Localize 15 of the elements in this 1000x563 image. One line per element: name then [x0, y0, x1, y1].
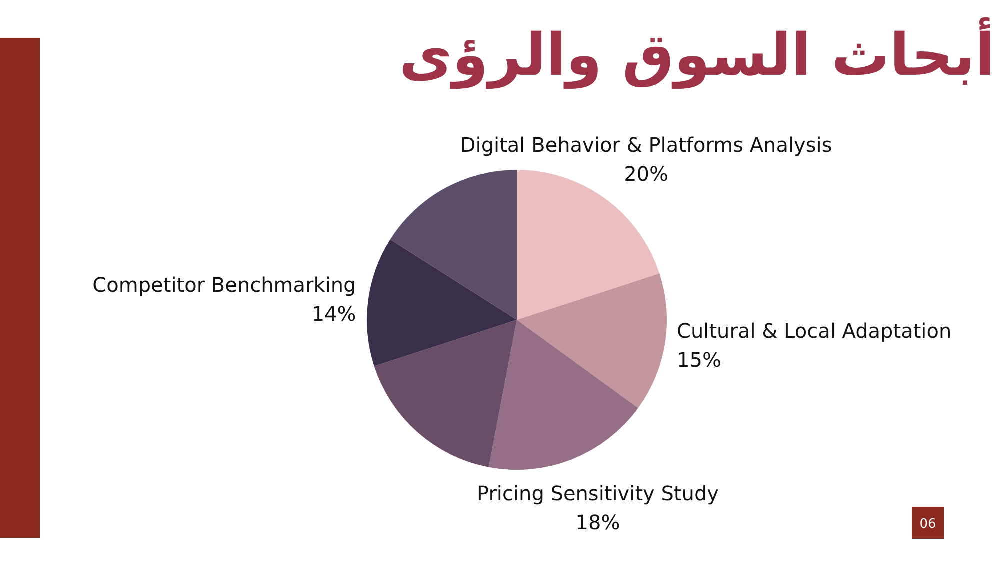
pie-slice — [517, 274, 667, 408]
pie-slice — [488, 320, 638, 470]
data-label: 15% — [677, 348, 722, 372]
data-label: 18% — [576, 510, 620, 535]
pie-slice — [390, 170, 517, 320]
text: 06 — [920, 517, 936, 532]
data-label: 20% — [624, 162, 669, 186]
slice-label: Competitor Benchmarking — [92, 273, 356, 298]
pie-slice — [367, 240, 517, 366]
data-label: 14% — [312, 302, 356, 326]
pie-slice — [374, 320, 517, 468]
slice-label: Cultural & Local Adaptation — [677, 318, 952, 343]
chart-title: أبحاث السوق والرؤى — [399, 17, 995, 90]
slice-label: Pricing Sensitivity Study — [476, 482, 720, 506]
slice-label: Digital Behavior & Platforms Analysis — [460, 132, 832, 157]
